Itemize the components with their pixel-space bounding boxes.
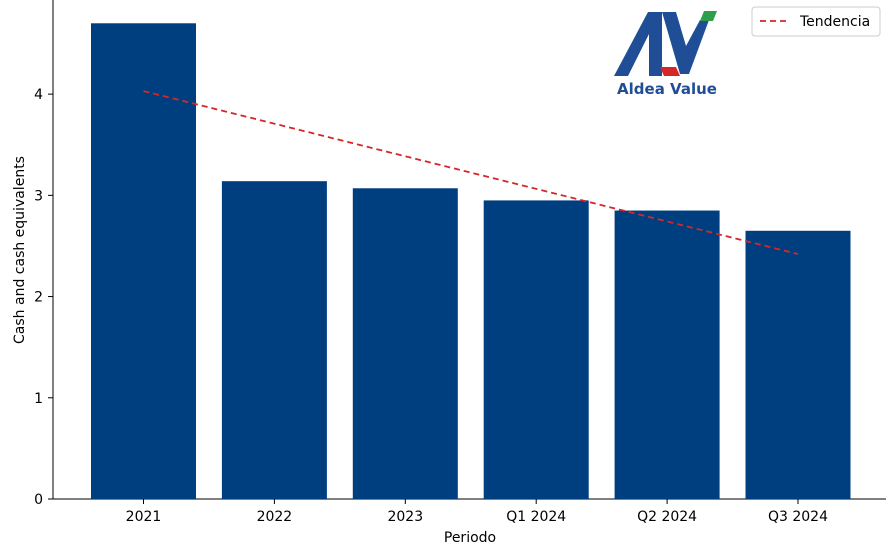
y-axis-ticks: 0 1 2 3 4 bbox=[34, 87, 53, 508]
y-tick-label: 1 bbox=[34, 391, 43, 407]
bar-2023 bbox=[352, 188, 458, 500]
x-tick-label: Q2 2024 bbox=[637, 509, 697, 525]
y-tick-label: 3 bbox=[34, 188, 43, 204]
bar-q2-2024 bbox=[614, 210, 720, 499]
trend-line bbox=[143, 90, 799, 255]
y-axis-label: Cash and cash equivalents bbox=[12, 156, 28, 344]
legend-box bbox=[751, 6, 881, 37]
x-axis-label: Periodo bbox=[444, 530, 496, 546]
bar-q1-2024 bbox=[483, 200, 589, 499]
bar-series bbox=[91, 23, 851, 500]
bar-2021 bbox=[91, 23, 196, 500]
x-tick-label: 2022 bbox=[257, 509, 293, 525]
y-tick-label: 2 bbox=[34, 290, 43, 306]
legend: Tendencia bbox=[751, 6, 881, 37]
x-tick-label: Q3 2024 bbox=[768, 509, 828, 525]
logo-green-accent bbox=[700, 11, 717, 21]
x-tick-label: 2023 bbox=[387, 509, 423, 525]
y-tick-label: 0 bbox=[34, 492, 43, 508]
x-tick-label: 2021 bbox=[126, 509, 162, 525]
logo-a-mark bbox=[614, 12, 662, 76]
logo-red-accent bbox=[660, 67, 680, 76]
bar-2022 bbox=[221, 181, 327, 499]
aldea-value-logo: Aldea Value bbox=[614, 11, 717, 98]
bar-q3-2024 bbox=[745, 230, 851, 499]
y-tick-label: 4 bbox=[34, 87, 43, 103]
x-tick-label: Q1 2024 bbox=[506, 509, 566, 525]
logo-v-mark bbox=[662, 12, 709, 74]
legend-trend-label: Tendencia bbox=[799, 14, 870, 30]
logo-text: Aldea Value bbox=[617, 80, 717, 98]
x-axis-ticks: 2021 2022 2023 Q1 2024 Q2 2024 Q3 2024 bbox=[126, 499, 828, 525]
